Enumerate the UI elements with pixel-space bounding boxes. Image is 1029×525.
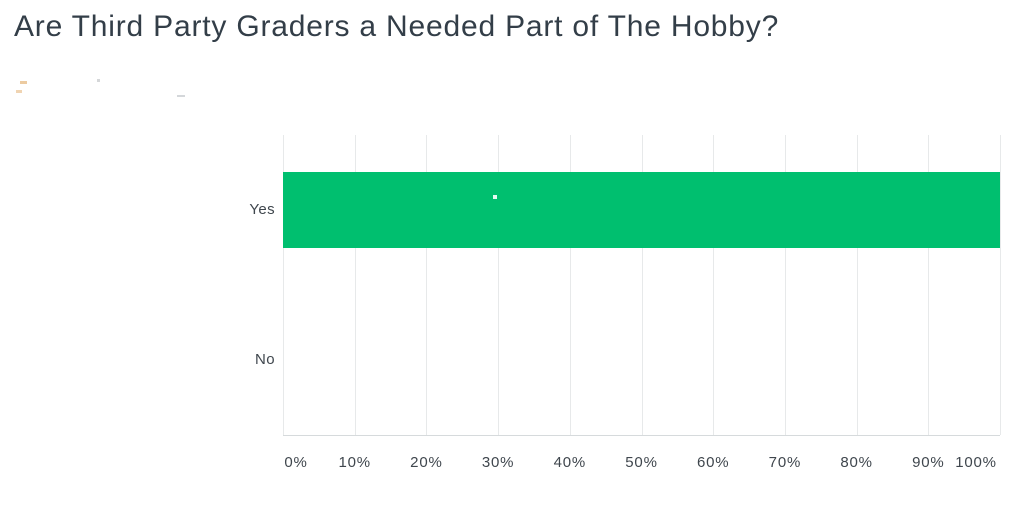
gridline — [498, 135, 500, 435]
x-tick-label: 10% — [338, 454, 371, 471]
x-tick-label: 60% — [696, 454, 730, 471]
category-label-yes: Yes — [249, 201, 275, 218]
render-artifact — [97, 79, 100, 82]
gridline — [713, 135, 715, 435]
x-tick-label: 70% — [768, 454, 802, 471]
render-artifact — [493, 195, 497, 199]
x-axis-line — [283, 435, 1000, 436]
x-tick-label: 40% — [553, 454, 587, 471]
x-tick-label: 100% — [955, 454, 997, 471]
gridline — [569, 135, 571, 435]
gridline — [1000, 135, 1001, 435]
x-tick-label: 30% — [481, 454, 515, 471]
x-tick-label: 50% — [625, 454, 658, 471]
render-artifact — [20, 81, 27, 84]
gridline — [784, 135, 786, 435]
x-tick-label: 20% — [410, 454, 443, 471]
x-tick-label: 80% — [840, 454, 873, 471]
gridline — [426, 135, 428, 435]
render-artifact — [16, 90, 22, 93]
category-label-no: No — [255, 351, 275, 368]
plot-area — [283, 135, 1001, 435]
x-tick-label: 90% — [912, 454, 945, 471]
x-tick-label: 0% — [284, 454, 308, 471]
render-artifact — [177, 95, 185, 97]
gridline — [283, 135, 284, 435]
chart-title: Are Third Party Graders a Needed Part of… — [14, 10, 780, 43]
bar-yes[interactable] — [283, 172, 1000, 248]
gridline — [856, 135, 858, 435]
gridline — [928, 135, 930, 435]
gridline — [641, 135, 643, 435]
gridline — [354, 135, 356, 435]
